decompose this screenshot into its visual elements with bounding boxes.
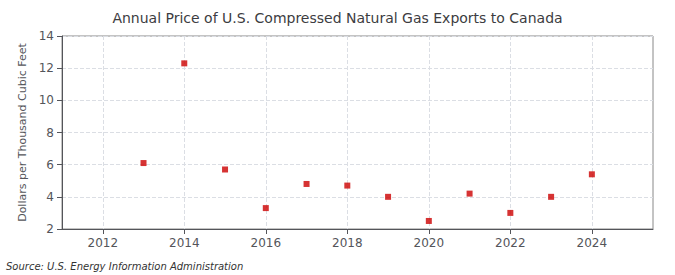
- svg-text:2020: 2020: [414, 236, 445, 250]
- svg-text:2018: 2018: [332, 236, 363, 250]
- svg-text:Dollars per Thousand Cubic Fee: Dollars per Thousand Cubic Feet: [16, 42, 29, 221]
- svg-text:4: 4: [46, 190, 54, 204]
- svg-text:2: 2: [46, 222, 54, 236]
- svg-text:8: 8: [46, 126, 54, 140]
- svg-text:10: 10: [39, 93, 54, 107]
- svg-text:2014: 2014: [169, 236, 200, 250]
- svg-text:12: 12: [39, 61, 54, 75]
- svg-text:14: 14: [39, 29, 54, 43]
- svg-text:6: 6: [46, 158, 54, 172]
- svg-text:2022: 2022: [495, 236, 526, 250]
- svg-text:2012: 2012: [87, 236, 118, 250]
- svg-text:2016: 2016: [251, 236, 282, 250]
- svg-text:Annual Price of U.S. Compresse: Annual Price of U.S. Compressed Natural …: [112, 10, 562, 26]
- svg-text:2024: 2024: [577, 236, 608, 250]
- svg-text:Source: U.S. Energy Informatio: Source: U.S. Energy Information Administ…: [6, 261, 243, 272]
